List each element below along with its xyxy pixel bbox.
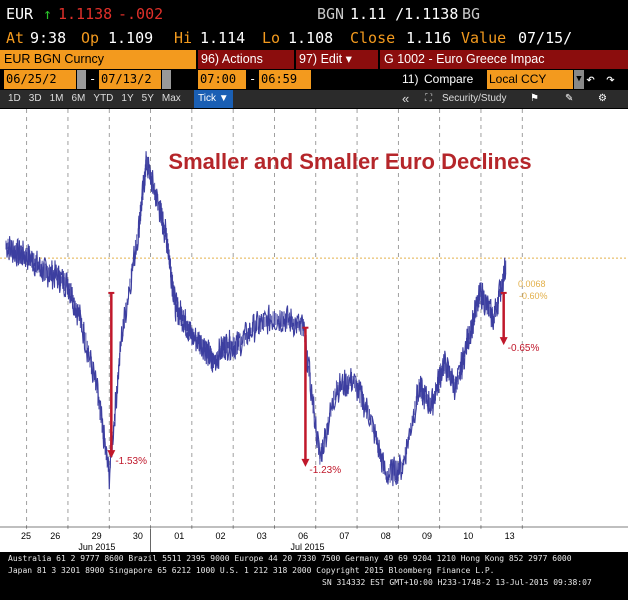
period-buttons: 1D 3D 1M 6M YTD 1Y 5Y Max xyxy=(4,90,185,108)
x-tick-label: 09 xyxy=(422,531,432,541)
x-tick-label: 02 xyxy=(215,531,225,541)
flag-icon[interactable]: ⚑ xyxy=(530,93,539,104)
x-tick-label: 01 xyxy=(174,531,184,541)
decline-label: -0.65% xyxy=(508,343,540,354)
price-change: -.002 xyxy=(118,5,164,23)
up-arrow-icon: ↑ xyxy=(43,5,53,23)
period-button-1m[interactable]: 1M xyxy=(49,93,64,104)
quote-header: EUR ↑ 1.1138 -.002 BGN 1.11 /1.1138 BG xyxy=(0,2,628,26)
quote-line: At 9:38 Op 1.109 Hi 1.114 Lo 1.108 Close… xyxy=(0,27,628,49)
low-label: Lo xyxy=(262,29,281,47)
value-label: Value xyxy=(461,29,507,47)
footer-line-2: Japan 81 3 3201 8900 Singapore 65 6212 1… xyxy=(8,566,495,575)
period-button-1d[interactable]: 1D xyxy=(8,93,21,104)
command-bar: EUR BGN Curncy 96) Actions 97) Edit ▾ G … xyxy=(0,50,628,69)
bgn-suffix: BG xyxy=(462,5,481,23)
start-time-field[interactable]: 07:00 xyxy=(198,70,246,89)
x-tick-label: 25 xyxy=(21,531,31,541)
chart-title: Smaller and Smaller Euro Declines xyxy=(168,149,531,174)
price-line xyxy=(5,151,507,490)
date-range-bar: 06/25/2 - 07/13/2 07:00 - 06:59 11) Comp… xyxy=(0,70,628,89)
close-label: Close xyxy=(350,29,396,47)
ticker: EUR xyxy=(6,5,34,23)
security-field[interactable]: EUR BGN Curncy xyxy=(0,50,196,69)
open-label: Op xyxy=(81,29,100,47)
page-title-text: G 1002 - Euro Greece Impac xyxy=(384,52,545,66)
value-date: 07/15/ xyxy=(518,29,573,47)
collapse-icon[interactable]: « xyxy=(402,91,410,106)
chart-area: -1.53% -1.23% -0.65% Smaller and Smaller E… xyxy=(0,109,628,552)
actions-number: 96) xyxy=(201,52,220,66)
tick-period-button[interactable]: Tick ▼ xyxy=(194,90,233,108)
footer-line-1: Australia 61 2 9777 8600 Brazil 5511 239… xyxy=(8,554,572,563)
edit-menu[interactable]: 97) Edit ▾ xyxy=(296,50,378,69)
reference-label: 0.0068 xyxy=(518,279,546,289)
actions-label: Actions xyxy=(221,52,263,66)
x-tick-label: 26 xyxy=(50,531,60,541)
time-dash: - xyxy=(249,72,257,86)
edit-icon[interactable]: ✎ xyxy=(565,93,574,104)
calendar-icon[interactable] xyxy=(162,70,171,89)
at-label: At xyxy=(6,29,25,47)
price-chart: -1.53% -1.23% -0.65% Smaller and Smaller E… xyxy=(0,109,628,552)
chevron-down-icon: ▾ xyxy=(345,52,352,66)
footer-line-3: SN 314332 EST GMT+10:00 H233-1748-2 13-J… xyxy=(322,578,592,587)
open-value: 1.109 xyxy=(108,29,154,47)
x-tick-label: 13 xyxy=(505,531,515,541)
page-title: G 1002 - Euro Greece Impac xyxy=(380,50,628,69)
x-tick-label: 10 xyxy=(463,531,473,541)
actions-menu[interactable]: 96) Actions xyxy=(198,50,294,69)
compare-number: 11) xyxy=(402,72,419,86)
month-label: Jul 2015 xyxy=(290,542,324,552)
period-button-6m[interactable]: 6M xyxy=(71,93,86,104)
low-value: 1.108 xyxy=(288,29,334,47)
high-value: 1.114 xyxy=(200,29,246,47)
back-icon[interactable]: ↶ xyxy=(586,70,596,88)
current-change-label: -0.60% xyxy=(519,291,548,301)
tick-label: Tick xyxy=(198,93,216,104)
currency-select[interactable]: Local CCY xyxy=(487,70,573,89)
period-button-max[interactable]: Max xyxy=(161,93,181,104)
edit-label: Edit xyxy=(320,52,343,66)
last-price: 1.1138 xyxy=(58,5,113,23)
bgn-label: BGN xyxy=(317,5,345,23)
period-button-5y[interactable]: 5Y xyxy=(141,93,154,104)
chart-toolbar: 1D 3D 1M 6M YTD 1Y 5Y Max Tick ▼ « ⛶ Security/S… xyxy=(0,90,628,108)
end-time-field[interactable]: 06:59 xyxy=(259,70,311,89)
x-tick-label: 08 xyxy=(381,531,391,541)
gear-icon[interactable]: ⚙ xyxy=(598,93,607,104)
x-tick-label: 03 xyxy=(257,531,267,541)
range-dash: - xyxy=(89,72,97,86)
security-study-button[interactable]: Security/Study xyxy=(442,93,507,104)
x-tick-label: 29 xyxy=(92,531,102,541)
arrow-head xyxy=(499,337,508,346)
arrow-head xyxy=(301,458,310,467)
compare-label[interactable]: Compare xyxy=(424,72,474,86)
footer: Australia 61 2 9777 8600 Brazil 5511 239… xyxy=(0,552,628,600)
at-value: 9:38 xyxy=(30,29,67,47)
period-button-3d[interactable]: 3D xyxy=(28,93,42,104)
high-label: Hi xyxy=(174,29,193,47)
x-tick-label: 07 xyxy=(339,531,349,541)
security-name: EUR BGN Curncy xyxy=(4,52,105,66)
close-value: 1.116 xyxy=(406,29,452,47)
x-tick-label: 06 xyxy=(298,531,308,541)
month-label: Jun 2015 xyxy=(78,542,115,552)
start-date-field[interactable]: 06/25/2 xyxy=(4,70,76,89)
end-date-field[interactable]: 07/13/2 xyxy=(99,70,161,89)
forward-icon[interactable]: ↷ xyxy=(606,70,616,88)
arrow-head xyxy=(107,450,116,459)
edit-number: 97) xyxy=(299,52,318,66)
decline-label: -1.53% xyxy=(115,456,147,467)
chevron-down-icon[interactable]: ▼ xyxy=(574,70,584,89)
study-icon[interactable]: ⛶ xyxy=(425,93,432,104)
x-tick-label: 30 xyxy=(133,531,143,541)
bgn-quote: 1.11 /1.1138 xyxy=(350,5,459,23)
period-button-1y[interactable]: 1Y xyxy=(121,93,134,104)
chevron-down-icon: ▼ xyxy=(218,93,229,104)
decline-label: -1.23% xyxy=(309,465,341,476)
period-button-ytd[interactable]: YTD xyxy=(93,93,114,104)
calendar-icon[interactable] xyxy=(77,70,86,89)
